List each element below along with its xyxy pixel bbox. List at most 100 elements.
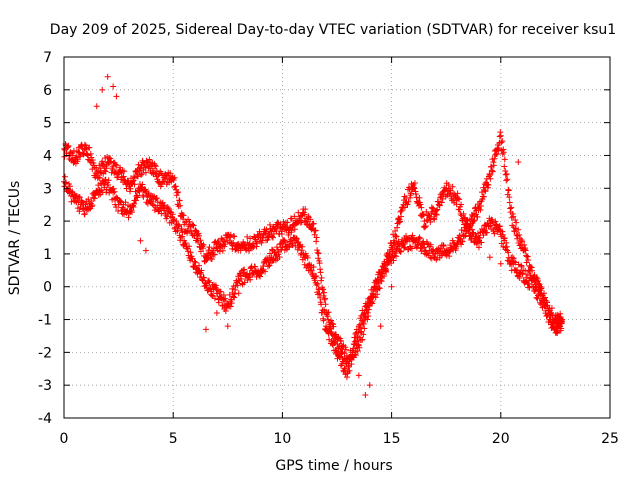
data-point-track-b — [513, 219, 520, 226]
data-point-track-a — [284, 219, 291, 226]
data-point-track-b — [219, 302, 226, 309]
axis-ticks: 0 5 10 15 20 25 -4 -3 -2 -1 0 1 2 3 4 5 6 7 — [38, 50, 619, 447]
data-point-track-b — [220, 292, 227, 299]
data-point-track-b — [506, 194, 513, 201]
data-point-track-b — [102, 176, 109, 183]
data-point-track-a — [269, 234, 276, 241]
data-point-track-a — [231, 233, 238, 240]
data-point-track-b — [502, 171, 509, 178]
y-tick-label: 6 — [43, 83, 52, 99]
data-point-track-a — [325, 316, 332, 323]
data-point-track-a — [218, 235, 225, 242]
data-point-track-b — [396, 247, 403, 254]
data-point-track-b — [523, 259, 530, 266]
data-point-track-b — [503, 177, 510, 184]
data-point-track-b — [134, 194, 141, 201]
data-point-track-c — [355, 372, 362, 379]
data-point-track-b — [548, 305, 555, 312]
y-tick-label: 0 — [43, 280, 52, 296]
data-point-track-b — [427, 241, 434, 248]
data-point-track-b — [339, 358, 346, 365]
data-point-track-b — [466, 226, 473, 233]
data-point-track-b — [200, 274, 207, 281]
data-point-track-a — [449, 183, 456, 190]
data-point-track-a — [95, 174, 102, 181]
data-point-track-a — [227, 231, 234, 238]
data-point-track-a — [313, 234, 320, 241]
data-point-track-b — [510, 213, 517, 220]
data-point-track-a — [401, 193, 408, 200]
data-point-track-a — [359, 336, 366, 343]
data-point-track-b — [487, 175, 494, 182]
data-point-track-a — [405, 198, 412, 205]
data-point-track-c — [235, 290, 242, 297]
data-point-track-a — [397, 218, 404, 225]
data-point-track-a — [298, 219, 305, 226]
data-point-track-a — [460, 210, 467, 217]
data-point-track-a — [219, 247, 226, 254]
data-point-track-a — [201, 258, 208, 265]
data-point-track-b — [440, 242, 447, 249]
data-point-track-a — [478, 239, 485, 246]
data-point-track-b — [187, 249, 194, 256]
data-point-track-c — [362, 392, 369, 399]
data-point-track-c — [475, 244, 482, 251]
data-point-track-a — [137, 171, 144, 178]
data-point-track-a — [115, 173, 122, 180]
x-axis-label: GPS time / hours — [275, 458, 392, 474]
data-point-track-b — [334, 349, 340, 356]
data-point-track-b — [449, 245, 456, 252]
data-point-track-b — [174, 227, 181, 234]
data-points — [61, 73, 565, 399]
data-point-track-a — [483, 229, 490, 236]
data-point-track-a — [318, 274, 325, 281]
y-tick-label: 5 — [43, 116, 52, 132]
data-point-track-b — [383, 268, 390, 275]
data-point-track-b — [144, 200, 151, 207]
data-point-track-b — [145, 190, 152, 197]
data-point-track-c — [486, 254, 493, 261]
data-point-track-b — [538, 285, 545, 292]
data-point-track-b — [215, 299, 222, 306]
data-point-track-b — [357, 324, 364, 331]
data-point-track-b — [481, 187, 488, 194]
data-point-track-b — [327, 328, 334, 335]
data-point-track-b — [523, 252, 530, 259]
data-point-track-b — [285, 231, 292, 238]
data-point-track-a — [361, 325, 368, 332]
data-point-track-b — [458, 241, 465, 248]
data-point-track-a — [119, 174, 126, 181]
data-point-track-b — [349, 354, 356, 361]
data-point-track-b — [321, 309, 328, 316]
data-point-track-a — [315, 250, 322, 257]
x-tick-label: 10 — [273, 431, 291, 447]
y-tick-label: -4 — [38, 411, 52, 427]
data-point-track-a — [433, 211, 440, 218]
data-point-track-a — [222, 241, 229, 248]
data-point-track-b — [81, 210, 88, 217]
data-point-track-b — [512, 217, 519, 224]
data-point-track-a — [135, 161, 142, 168]
data-point-track-b — [482, 188, 489, 195]
data-point-track-a — [192, 227, 199, 234]
data-point-track-a — [177, 202, 184, 209]
data-point-track-b — [401, 244, 408, 251]
data-point-track-c — [99, 86, 106, 93]
data-point-track-a — [96, 174, 103, 181]
data-point-track-a — [342, 346, 349, 353]
data-point-track-b — [266, 250, 273, 257]
data-point-track-a — [317, 269, 324, 276]
data-point-track-a — [206, 244, 213, 251]
data-point-track-b — [408, 245, 415, 252]
data-point-track-b — [352, 338, 359, 345]
data-point-track-a — [417, 201, 424, 208]
data-point-track-b — [462, 227, 469, 234]
data-point-track-a — [197, 248, 204, 255]
data-point-track-b — [398, 248, 405, 255]
data-point-track-a — [434, 206, 441, 213]
data-point-track-a — [184, 227, 191, 234]
data-point-track-b — [164, 204, 171, 211]
data-point-track-b — [196, 262, 203, 269]
data-point-track-b — [227, 303, 234, 310]
